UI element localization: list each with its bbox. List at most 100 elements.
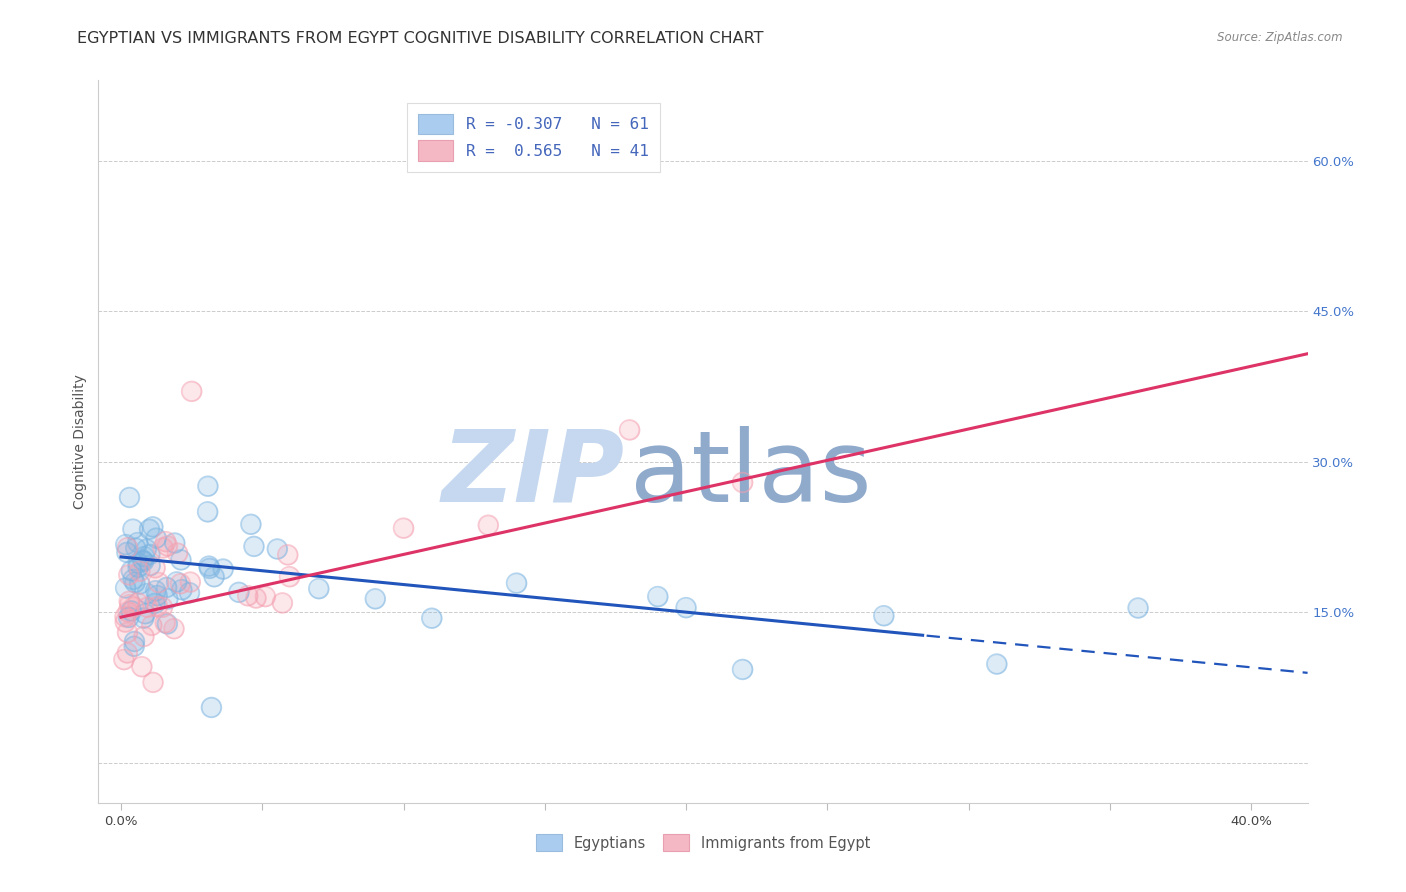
Point [127, 596, 149, 610]
Point [127, 560, 149, 574]
Point [619, 423, 641, 437]
Point [122, 640, 145, 654]
Point [112, 652, 135, 666]
Point [266, 541, 288, 556]
Point [163, 622, 186, 636]
Point [146, 589, 169, 603]
Point [254, 590, 277, 604]
Point [155, 615, 177, 630]
Point [115, 545, 138, 559]
Point [114, 538, 136, 552]
Point [647, 590, 669, 604]
Point [122, 522, 145, 536]
Point [179, 586, 201, 600]
Point [179, 586, 201, 600]
Point [308, 582, 330, 596]
Point [152, 541, 174, 555]
Point [278, 570, 301, 584]
Point [392, 521, 415, 535]
Point [125, 541, 148, 555]
Point [118, 594, 141, 608]
Point [122, 640, 145, 654]
Point [118, 491, 141, 505]
Point [156, 616, 179, 631]
Point [114, 615, 136, 629]
Point [166, 574, 188, 589]
Text: atlas: atlas [630, 425, 872, 523]
Point [120, 604, 142, 618]
Point [122, 573, 145, 587]
Point [127, 535, 149, 549]
Point [731, 662, 754, 676]
Point [120, 564, 142, 578]
Point [132, 554, 155, 568]
Point [136, 586, 159, 600]
Point [131, 553, 153, 567]
Point [114, 538, 136, 552]
Point [239, 517, 262, 532]
Point [117, 646, 139, 660]
Point [131, 659, 153, 673]
Point [477, 518, 499, 533]
Point [156, 591, 179, 606]
Point [134, 549, 156, 564]
Point [163, 622, 186, 636]
Point [139, 558, 162, 573]
Point [118, 568, 141, 582]
Point [145, 583, 167, 598]
Point [118, 491, 141, 505]
Point [145, 531, 167, 545]
Point [731, 662, 754, 676]
Point [170, 582, 193, 597]
Point [122, 600, 145, 615]
Point [148, 575, 170, 590]
Point [156, 591, 179, 606]
Point [118, 610, 141, 624]
Point [619, 423, 641, 437]
Point [118, 598, 141, 612]
Point [198, 559, 221, 574]
Point [118, 568, 141, 582]
Point [152, 600, 174, 615]
Point [179, 575, 201, 590]
Point [127, 596, 149, 610]
Point [115, 545, 138, 559]
Point [142, 675, 165, 690]
Point [135, 542, 157, 557]
Point [675, 600, 697, 615]
Point [243, 540, 266, 554]
Point [131, 553, 153, 567]
Point [127, 560, 149, 574]
Point [138, 522, 160, 536]
Point [228, 585, 250, 599]
Point [505, 576, 527, 591]
Point [202, 570, 225, 584]
Point [114, 581, 136, 595]
Point [271, 596, 294, 610]
Point [148, 575, 170, 590]
Point [254, 590, 277, 604]
Point [118, 610, 141, 624]
Point [146, 599, 169, 614]
Point [117, 605, 139, 619]
Point [197, 505, 219, 519]
Point [128, 565, 150, 579]
Point [134, 607, 156, 621]
Point [243, 540, 266, 554]
Point [1126, 601, 1149, 615]
Point [124, 575, 146, 590]
Point [986, 657, 1008, 671]
Point [125, 541, 148, 555]
Point [146, 589, 169, 603]
Point [132, 611, 155, 625]
Point [169, 576, 191, 591]
Point [143, 561, 166, 575]
Point [128, 577, 150, 591]
Point [277, 548, 299, 562]
Point [163, 536, 186, 550]
Y-axis label: Cognitive Disability: Cognitive Disability [73, 374, 87, 509]
Point [212, 562, 235, 576]
Point [124, 634, 146, 648]
Point [142, 675, 165, 690]
Text: Source: ZipAtlas.com: Source: ZipAtlas.com [1218, 31, 1343, 45]
